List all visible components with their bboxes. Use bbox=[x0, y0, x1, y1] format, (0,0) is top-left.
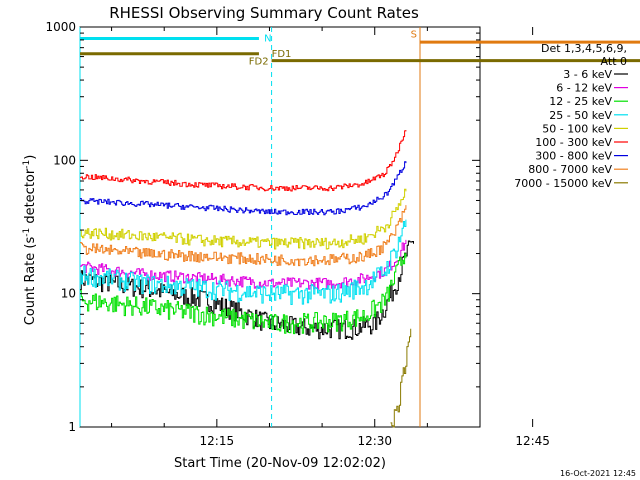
y-tick-label: 10 bbox=[61, 287, 76, 301]
saa-flag-label: S bbox=[411, 29, 417, 40]
series-50-100-kev-before-gap bbox=[80, 188, 407, 250]
legend-entry-label: 12 - 25 keV bbox=[549, 95, 612, 108]
y-label-sup2: -1 bbox=[22, 160, 32, 169]
legend-entry-label: 7000 - 15000 keV bbox=[514, 177, 612, 190]
fd1-flag-label: FD1 bbox=[272, 49, 292, 60]
chart-title: RHESSI Observing Summary Count Rates bbox=[109, 4, 419, 22]
legend-header: Det 1,3,4,5,6,9, bbox=[541, 42, 627, 55]
x-tick-label: 12:15 bbox=[200, 434, 235, 448]
y-label-main: Count Rate (s bbox=[23, 237, 38, 326]
x-tick-label: 12:45 bbox=[515, 434, 550, 448]
series-lines bbox=[80, 130, 414, 428]
event-lines bbox=[79, 27, 421, 427]
series-25-50-kev-before-gap bbox=[80, 219, 407, 305]
night-flag-label: N bbox=[264, 33, 271, 44]
legend-entry-label: 50 - 100 keV bbox=[542, 122, 612, 135]
y-label-mid: detector bbox=[23, 168, 38, 228]
y-tick-label: 1 bbox=[68, 420, 76, 434]
series-7000-15000-kev-before-gap bbox=[390, 328, 412, 428]
legend-entry-label: 100 - 300 keV bbox=[535, 136, 612, 149]
series-12-25-kev-before-gap bbox=[80, 253, 407, 335]
series-800-7000-kev-before-gap bbox=[80, 205, 407, 267]
y-label-end: ) bbox=[23, 155, 38, 160]
y-label-sup1: -1 bbox=[22, 228, 32, 237]
series-100-300-kev-before-gap bbox=[80, 130, 407, 192]
x-tick-label: 12:30 bbox=[357, 434, 392, 448]
y-tick-label: 100 bbox=[53, 153, 76, 167]
legend-entry-label: 800 - 7000 keV bbox=[528, 163, 612, 176]
y-axis-label: Count Rate (s-1 detector-1) bbox=[22, 155, 38, 326]
legend-entry-label: 3 - 6 keV bbox=[563, 68, 612, 81]
legend-entry-label: 300 - 800 keV bbox=[535, 150, 612, 163]
x-axis-label: Start Time (20-Nov-09 12:02:02) bbox=[174, 456, 386, 471]
legend-entry-label: 25 - 50 keV bbox=[549, 109, 612, 122]
legend-header-attenuator: Att 0 bbox=[601, 55, 627, 68]
footer-timestamp: 16-Oct-2021 12:45 bbox=[560, 469, 636, 478]
legend-entry-label: 6 - 12 keV bbox=[556, 82, 612, 95]
series-300-800-kev-before-gap bbox=[80, 161, 407, 216]
fd2-flag-label: FD2 bbox=[249, 57, 269, 68]
y-tick-label: 1000 bbox=[45, 20, 76, 34]
